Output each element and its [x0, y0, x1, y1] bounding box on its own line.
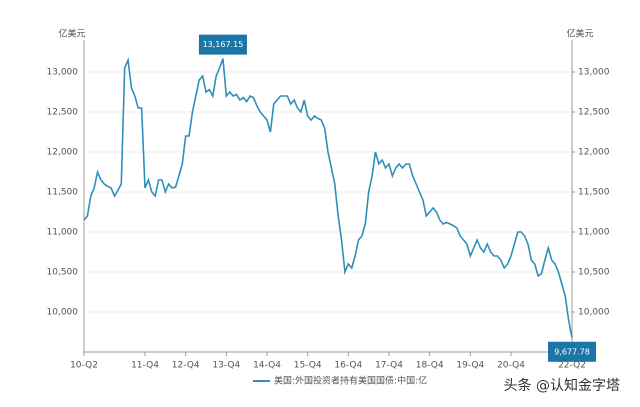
x-tick-label: 16-Q4 [334, 361, 362, 371]
x-tick-label: 19-Q4 [456, 361, 484, 371]
y-tick-label: 13,000 [47, 68, 79, 78]
y2-unit: 亿美元 [566, 28, 593, 40]
y-tick-label: 12,000 [47, 148, 79, 158]
y2-tick-label: 11,000 [578, 228, 610, 238]
y-tick-label: 10,000 [47, 308, 79, 318]
y-tick-label: 12,500 [47, 108, 79, 118]
y-tick-label: 11,500 [47, 188, 79, 198]
y2-tick-label: 12,000 [578, 148, 610, 158]
x-tick-label: 13-Q4 [212, 361, 240, 371]
y2-tick-label: 13,000 [578, 68, 610, 78]
annotation-label: 9,677.78 [554, 347, 590, 356]
x-tick-label: 15-Q4 [294, 361, 322, 371]
x-tick-label: 12-Q4 [172, 361, 200, 371]
x-tick-label: 20-Q4 [497, 361, 525, 371]
x-tick-label: 18-Q4 [416, 361, 444, 371]
data-line [83, 56, 573, 338]
x-tick-label: 10-Q2 [70, 361, 98, 371]
x-tick-label: 17-Q4 [375, 361, 403, 371]
legend-label: 美国:外国投资者持有美国国债:中国:亿 [274, 375, 427, 387]
y2-tick-label: 10,500 [578, 268, 610, 278]
annotation-box [548, 341, 596, 362]
x-tick-label: 14-Q4 [253, 361, 281, 371]
x-tick-label: 11-Q4 [131, 361, 159, 371]
y2-tick-label: 11,500 [578, 188, 610, 198]
annotation-box [198, 34, 247, 55]
y-unit: 亿美元 [58, 28, 85, 40]
annotation-label: 13,167.15 [203, 40, 244, 49]
x-tick-label: 22-Q2 [558, 361, 586, 371]
y2-tick-label: 12,500 [578, 108, 610, 118]
y2-tick-label: 10,000 [578, 308, 610, 318]
watermark: 头条 @认知金字塔 [504, 377, 620, 394]
y-tick-label: 11,000 [47, 228, 79, 238]
y-tick-label: 10,500 [47, 268, 79, 278]
